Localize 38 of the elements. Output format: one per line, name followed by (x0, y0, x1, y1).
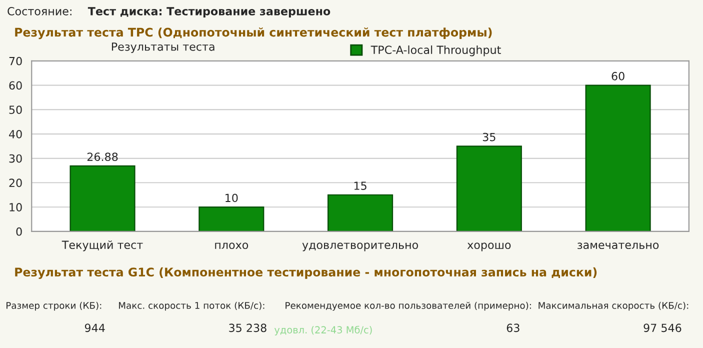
bar (456, 146, 522, 232)
y-tick-label: 10 (10, 203, 22, 212)
x-tick-label: хорошо (467, 242, 511, 252)
y-tick-label: 30 (9, 154, 22, 163)
text: 10 (226, 194, 238, 202)
bar (328, 194, 394, 232)
text: 35 (482, 132, 496, 142)
x-tick-label: замечательно (578, 242, 659, 250)
y-tick-label: 50 (9, 106, 22, 114)
text: Тест диска: Тестирование завершено (88, 7, 330, 18)
y-tick-label: 40 (9, 130, 22, 138)
text: 63 (506, 324, 520, 332)
text: 35 238 (229, 324, 266, 332)
bar (585, 84, 651, 232)
text: 60 (612, 72, 624, 80)
text: 26.88 (87, 152, 118, 162)
text: Рекомендуемое кол-во пользователей (примерно): (286, 302, 531, 311)
text: Размер строки (КБ): (6, 302, 102, 311)
x-tick-label: Текущий тест (62, 240, 143, 252)
y-tick-label: 70 (9, 56, 22, 66)
text: Макс. скорость 1 поток (КБ/с): (119, 302, 264, 311)
chart-subtitle: Результаты теста (112, 42, 214, 53)
text: 944 (84, 324, 105, 332)
y-tick-label: 20 (9, 178, 22, 188)
text: Состояние: (8, 7, 72, 16)
text: удовл. (22-43 Мб/с) (274, 326, 372, 336)
legend-label: TPC-A-local Throughput (370, 45, 501, 56)
text: 97 546 (644, 324, 682, 332)
y-tick-label: 60 (9, 81, 22, 90)
text: Результат теста G1C (Компонентное тестирование - многопоточная запись на диски) (15, 267, 597, 279)
x-tick-label: плохо (215, 242, 248, 250)
x-tick-label: удовлетворительно (302, 242, 418, 252)
y-tick-label: 0 (16, 227, 22, 236)
chart-title: Результат теста TPC (Однопоточный синтетический тест платформы) (15, 28, 492, 40)
text: 15 (354, 182, 366, 190)
text: Максимальная скорость (КБ/с): (538, 302, 688, 311)
bar (198, 206, 264, 232)
bar (70, 165, 136, 232)
